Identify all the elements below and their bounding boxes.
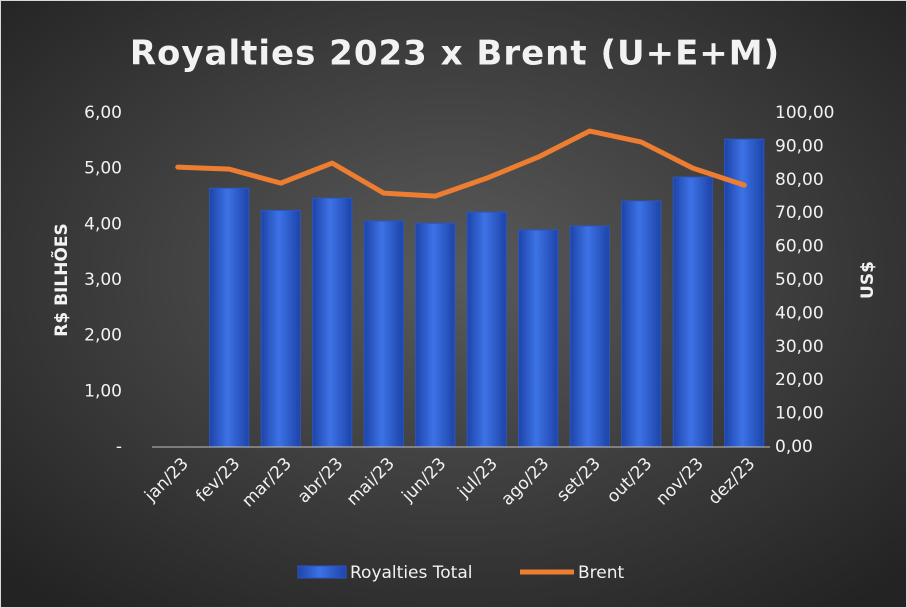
y2-tick-label: 60,00 — [775, 237, 824, 257]
y2-tick-label: 90,00 — [775, 136, 824, 156]
y2-tick-label: 80,00 — [775, 170, 824, 190]
legend-label: Brent — [578, 563, 625, 583]
y2-tick-label: 70,00 — [775, 203, 824, 223]
y2-tick-label: 50,00 — [775, 270, 824, 290]
bar — [621, 200, 662, 448]
bar — [569, 225, 610, 448]
bar — [260, 209, 301, 448]
y2-tick-label: 0,00 — [775, 437, 813, 457]
bar — [724, 138, 765, 448]
bar — [672, 176, 713, 448]
y2-tick-label: 30,00 — [775, 337, 824, 357]
y2-tick-label: 20,00 — [775, 370, 824, 390]
bar — [466, 211, 507, 448]
line — [175, 128, 747, 199]
y2-axis-title: US$ — [858, 261, 878, 299]
legend-swatch — [297, 565, 347, 579]
chart-title: Royalties 2023 x Brent (U+E+M) — [130, 34, 780, 74]
bar — [312, 197, 353, 448]
y2-tick-label: 40,00 — [775, 303, 824, 323]
bar — [209, 187, 250, 448]
y-tick-label: 2,00 — [84, 326, 122, 346]
y-axis-title: R$ BILHÕES — [49, 223, 72, 337]
y-tick-label: 6,00 — [84, 103, 122, 123]
legend-label: Royalties Total — [350, 563, 472, 583]
y2-tick-label: 10,00 — [775, 404, 824, 424]
y2-tick-label: 100,00 — [775, 103, 834, 123]
y-tick-label: - — [116, 437, 122, 457]
bar — [518, 229, 559, 448]
y-tick-label: 5,00 — [84, 159, 122, 179]
y-tick-label: 4,00 — [84, 214, 122, 234]
bar — [415, 222, 456, 448]
bar — [363, 220, 404, 448]
y-tick-label: 1,00 — [84, 381, 122, 401]
y-tick-label: 3,00 — [84, 270, 122, 290]
